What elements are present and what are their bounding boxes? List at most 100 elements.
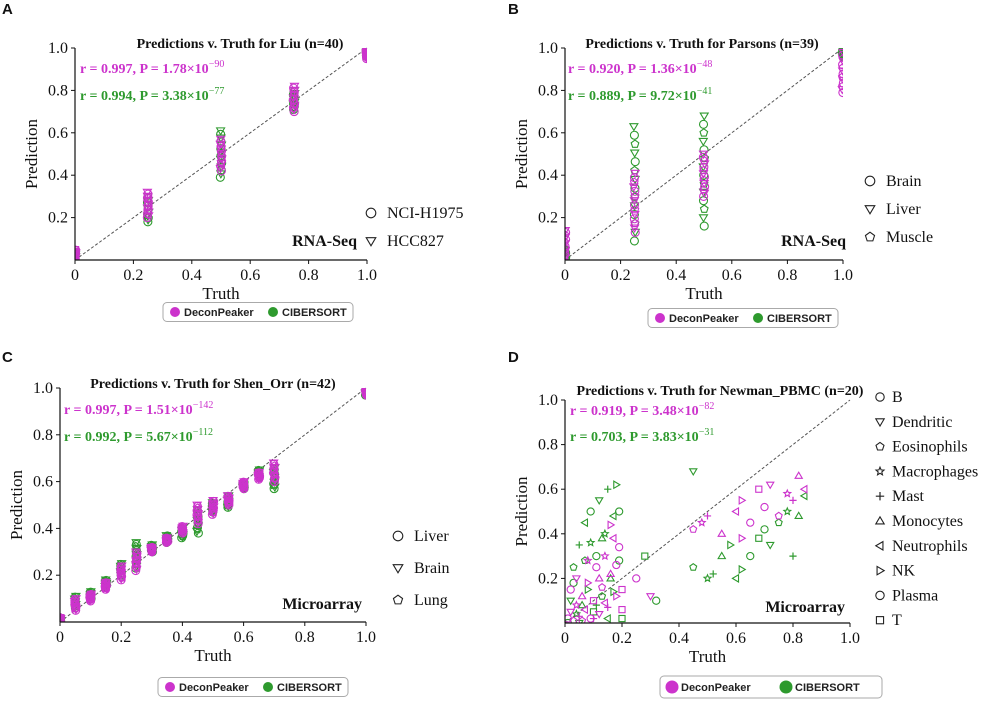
platform-tag: Microarray <box>282 596 362 613</box>
points-layer <box>565 48 843 260</box>
cibersort-point <box>765 541 775 550</box>
decon-point <box>746 518 755 527</box>
cibersort-label: CIBERSORT <box>282 307 347 319</box>
x-tick-label: 0.8 <box>783 630 803 647</box>
identity-line <box>564 399 851 624</box>
cibersort-point <box>592 551 601 561</box>
decon-point <box>838 69 843 79</box>
decon-point <box>361 48 367 56</box>
decon-point <box>774 511 783 520</box>
decon-point <box>130 548 141 557</box>
decon-point <box>215 135 226 145</box>
stat-deconpeaker: r = 0.919, P = 3.48×10−82 <box>570 401 714 419</box>
decon-point <box>629 197 640 206</box>
decon-point <box>630 169 641 179</box>
legend-marker <box>392 594 404 605</box>
cibersort-point <box>641 552 649 560</box>
decon-point <box>738 495 747 505</box>
cibersort-point <box>630 228 641 238</box>
y-tick-label: 0.6 <box>538 125 558 142</box>
cibersort-point <box>629 130 639 140</box>
legend-marker <box>365 237 377 247</box>
cibersort-point <box>698 214 709 223</box>
cibersort-point <box>799 491 808 501</box>
cibersort-point <box>727 540 735 550</box>
x-tick-label: 0.4 <box>172 629 192 646</box>
y-tick-label: 0.2 <box>538 210 558 227</box>
cibersort-point <box>584 584 593 595</box>
deconpeaker-dot <box>165 682 175 692</box>
decon-point <box>597 583 607 591</box>
legend-label: NK <box>892 563 916 580</box>
cibersort-point <box>760 525 769 534</box>
decon-point <box>289 83 299 93</box>
panel-label-a: A <box>2 1 13 18</box>
cibersort-point <box>615 556 624 565</box>
y-tick-label: 0.4 <box>48 167 68 184</box>
method-legend <box>647 308 839 328</box>
cibersort-point <box>688 468 698 477</box>
decon-point <box>60 613 65 622</box>
cibersort-dot <box>268 307 278 317</box>
decon-point <box>147 542 157 553</box>
cibersort-point <box>709 570 717 578</box>
decon-point <box>289 102 300 111</box>
y-tick-label: 0.2 <box>33 567 53 584</box>
cibersort-point <box>597 533 607 542</box>
cibersort-point <box>565 618 572 623</box>
decon-point <box>838 63 843 72</box>
cibersort-point <box>702 573 713 583</box>
y-tick-label: 0.2 <box>48 210 68 227</box>
decon-point <box>216 161 226 171</box>
y-tick-label: 0.4 <box>538 526 558 543</box>
decon-point <box>142 192 153 202</box>
cibersort-point <box>608 511 617 521</box>
x-tick-label: 0.6 <box>722 267 742 284</box>
cibersort-point <box>585 537 596 547</box>
cibersort-point <box>566 597 576 606</box>
decon-point <box>363 48 367 55</box>
cibersort-point <box>629 149 640 158</box>
cibersort-point <box>689 562 698 571</box>
decon-point <box>789 496 797 504</box>
decon-point <box>594 611 604 619</box>
y-tick-label: 0.8 <box>538 437 558 454</box>
legend-marker <box>875 492 885 501</box>
decon-point <box>592 563 601 572</box>
legend-label: Brain <box>414 560 450 577</box>
x-tick-label: 0 <box>561 630 569 647</box>
cibersort-point <box>652 596 661 605</box>
decon-point <box>143 189 153 199</box>
cibersort-label: CIBERSORT <box>277 682 342 694</box>
stat-cibersort: r = 0.992, P = 5.67×10−112 <box>64 427 213 445</box>
legend-marker <box>874 540 884 551</box>
legend-marker <box>864 231 876 242</box>
cibersort-point <box>755 534 763 542</box>
legend-marker <box>874 465 886 476</box>
decon-point <box>738 533 747 543</box>
cibersort-point <box>131 539 142 548</box>
x-axis-label: Truth <box>194 646 232 665</box>
cibersort-point <box>731 573 740 583</box>
cibersort-dot <box>779 680 793 694</box>
decon-point <box>566 608 576 617</box>
x-tick-label: 0.8 <box>777 267 797 284</box>
legend-marker <box>365 207 377 219</box>
stat-cibersort: r = 0.889, P = 9.72×10−41 <box>568 86 712 104</box>
decon-point <box>142 204 153 213</box>
y-tick-label: 1.0 <box>48 40 68 57</box>
x-tick-label: 0.8 <box>295 629 315 646</box>
legend-marker <box>875 590 885 601</box>
decon-point <box>629 200 640 210</box>
cibersort-point <box>838 48 843 56</box>
method-legend <box>157 677 349 697</box>
decon-point <box>608 533 617 543</box>
stat-cibersort: r = 0.703, P = 3.83×10−31 <box>570 427 714 445</box>
decon-point <box>361 48 367 57</box>
decon-point <box>755 485 763 493</box>
decon-point <box>629 224 640 233</box>
legend-label: NCI-H1975 <box>387 205 463 222</box>
decon-point <box>578 616 587 623</box>
decon-point <box>565 228 571 238</box>
cibersort-point <box>580 556 590 565</box>
